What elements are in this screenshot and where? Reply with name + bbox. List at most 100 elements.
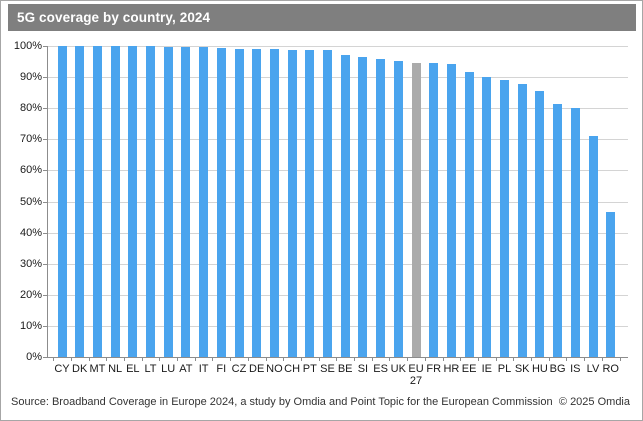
y-axis-tick-label: 20% [19, 289, 42, 301]
x-axis-label-UK: UK [390, 363, 406, 375]
x-axis-label-IT: IT [198, 363, 209, 375]
gridline [47, 326, 628, 327]
bar-NL [110, 46, 120, 357]
x-axis-label-LU: LU [161, 363, 176, 375]
bar-UK [393, 61, 403, 357]
x-axis-label-CZ: CZ [231, 363, 247, 375]
x-axis-label-HU: HU [531, 363, 548, 375]
x-axis-label-EU27: EU 27 [408, 363, 424, 387]
y-axis-tick [43, 170, 47, 171]
bar-EE [464, 72, 474, 357]
x-axis-tick [70, 357, 72, 361]
x-axis-label-CY: CY [54, 363, 70, 375]
x-axis-tick [318, 357, 320, 361]
x-axis-tick [601, 357, 603, 361]
x-axis-label-HR: HR [443, 363, 460, 375]
gridline [47, 77, 628, 78]
bar-NO [269, 49, 279, 357]
bar-CY [57, 46, 67, 357]
x-axis-tick [212, 357, 214, 361]
bar-BG [553, 104, 563, 357]
y-axis-tick-label: 10% [19, 320, 42, 332]
y-axis-tick-label: 70% [19, 133, 42, 145]
x-axis-tick [230, 357, 232, 361]
x-axis-tick [88, 357, 90, 361]
y-axis-tick [43, 264, 47, 265]
gridline [47, 46, 628, 47]
x-axis-tick [424, 357, 426, 361]
y-axis-tick-label: 40% [19, 227, 42, 239]
x-axis-tick [194, 357, 196, 361]
y-axis-tick [43, 295, 47, 296]
bar-EU27 [411, 63, 421, 357]
x-axis-tick [495, 357, 497, 361]
x-axis-label-PT: PT [302, 363, 317, 375]
bar-SE [323, 50, 332, 357]
x-axis-label-AT: AT [179, 363, 193, 375]
bar-FI [216, 47, 226, 357]
x-axis-tick [548, 357, 550, 361]
bar-CH [287, 49, 297, 357]
bar-SK [517, 83, 527, 357]
x-axis-label-DE: DE [249, 363, 265, 375]
x-axis-tick [141, 357, 143, 361]
x-axis-label-BE: BE [337, 363, 353, 375]
chart-footer: Source: Broadband Coverage in Europe 202… [11, 396, 630, 408]
y-axis-tick [43, 77, 47, 78]
y-axis-tick [43, 357, 47, 358]
y-axis-tick-label: 50% [19, 196, 42, 208]
x-axis-tick [477, 357, 479, 361]
x-axis-line [47, 357, 628, 358]
y-axis-tick-label: 80% [19, 102, 42, 114]
x-axis-label-FI: FI [216, 363, 227, 375]
y-axis-tick [43, 202, 47, 203]
gridline [47, 108, 628, 109]
x-axis-label-SI: SI [357, 363, 369, 375]
x-axis-tick [513, 357, 515, 361]
x-axis-tick [371, 357, 373, 361]
gridline [47, 264, 628, 265]
x-axis-label-NL: NL [108, 363, 123, 375]
x-axis-label-EE: EE [461, 363, 477, 375]
x-axis-label-FR: FR [426, 363, 442, 375]
x-axis-label-SE: SE [320, 363, 335, 375]
x-axis-label-SK: SK [514, 363, 530, 375]
x-axis-tick [123, 357, 125, 361]
bar-LU [163, 46, 173, 357]
y-axis-tick-label: 90% [19, 71, 42, 83]
x-axis-tick [336, 357, 338, 361]
bar-HU [535, 90, 545, 357]
bar-MT [92, 46, 102, 357]
y-axis-tick-label: 30% [19, 258, 42, 270]
x-axis-tick [389, 357, 391, 361]
bar-LV [588, 136, 598, 357]
x-axis-label-IS: IS [570, 363, 581, 375]
x-axis-tick [442, 357, 444, 361]
bar-PT [305, 49, 315, 357]
x-axis-tick [300, 357, 302, 361]
x-axis-label-NO: NO [266, 363, 283, 375]
x-axis-tick [265, 357, 267, 361]
x-axis-label-MT: MT [89, 363, 106, 375]
y-axis-tick [43, 108, 47, 109]
bar-RO [606, 211, 616, 357]
x-axis-tick [177, 357, 178, 361]
x-axis-label-LV: LV [586, 363, 600, 375]
x-axis-label-BG: BG [549, 363, 566, 375]
gridline [47, 202, 628, 203]
x-axis-tick [247, 357, 249, 361]
x-axis-tick [619, 357, 621, 361]
y-axis-tick [43, 233, 47, 234]
y-axis-tick-label: 60% [19, 164, 42, 176]
x-axis-tick [531, 357, 532, 361]
bar-FR [429, 63, 439, 357]
bar-CZ [234, 48, 244, 357]
y-axis-tick [43, 46, 47, 47]
bar-LT [146, 46, 155, 357]
x-axis-label-CH: CH [284, 363, 301, 375]
y-axis-tick-label: 100% [13, 40, 42, 52]
y-axis-tick-label: 0% [26, 351, 42, 363]
x-axis-tick [566, 357, 568, 361]
y-axis-tick [43, 326, 47, 327]
